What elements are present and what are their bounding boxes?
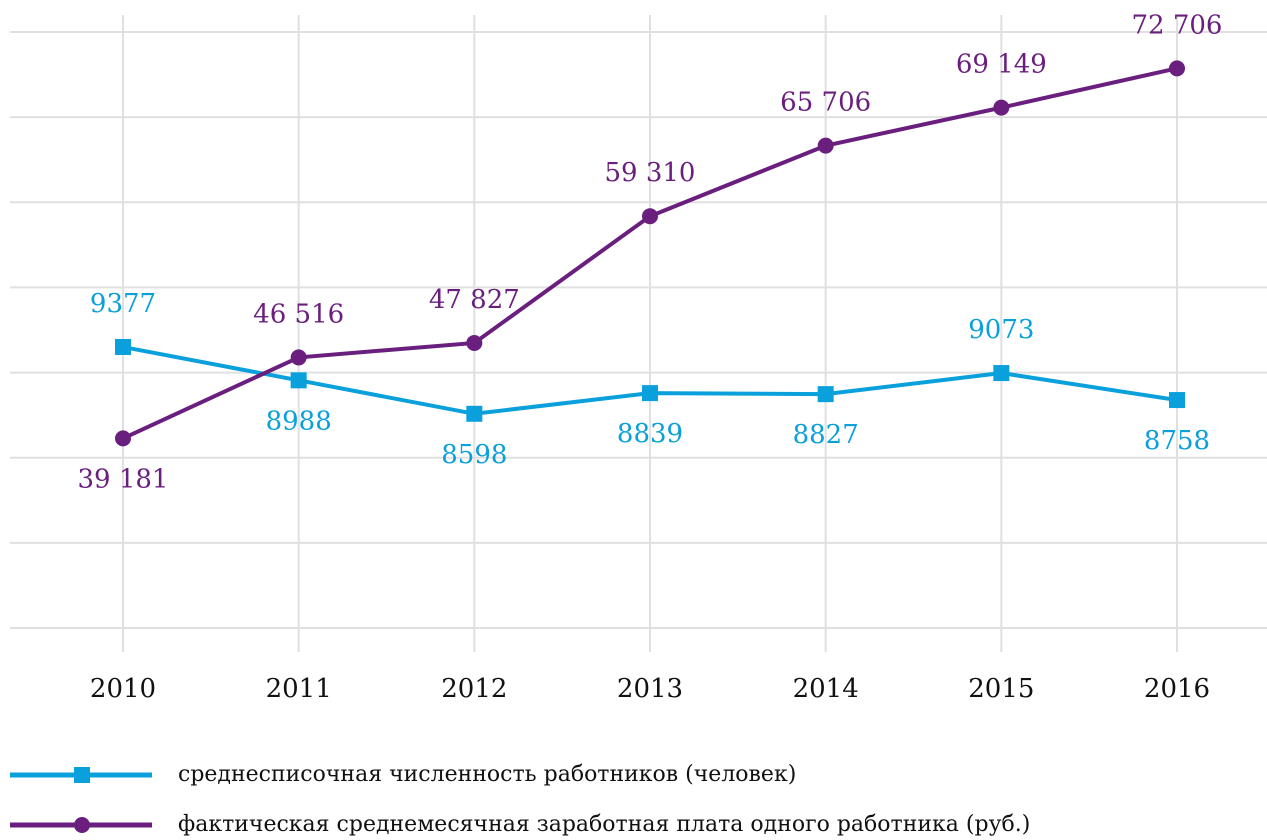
data-label: 8758 — [1144, 426, 1210, 456]
data-label: 8839 — [617, 419, 683, 449]
x-tick-label: 2014 — [793, 674, 859, 704]
legend-label: фактическая среднемесячная заработная пл… — [178, 812, 1030, 837]
data-point — [993, 365, 1010, 382]
data-label: 8598 — [441, 440, 507, 470]
data-point — [466, 334, 483, 351]
data-point — [1169, 60, 1185, 77]
data-label: 8827 — [793, 420, 859, 450]
x-tick-label: 2010 — [90, 674, 156, 704]
x-tick-label: 2016 — [1144, 674, 1210, 704]
x-tick-label: 2013 — [617, 674, 683, 704]
data-point — [817, 386, 834, 403]
data-label: 72 706 — [1132, 10, 1223, 40]
data-label: 9377 — [90, 289, 156, 319]
data-label: 47 827 — [429, 285, 520, 315]
x-tick-label: 2015 — [968, 674, 1034, 704]
data-point — [993, 99, 1010, 116]
x-tick-label: 2011 — [266, 674, 332, 704]
data-point — [290, 349, 307, 366]
data-label: 65 706 — [780, 88, 871, 118]
legend-marker — [74, 817, 90, 833]
x-tick-label: 2012 — [441, 674, 507, 704]
data-point — [115, 338, 131, 355]
data-label: 39 181 — [78, 464, 169, 494]
data-point — [642, 208, 658, 225]
legend-label: среднесписочная численность работников (… — [178, 762, 796, 787]
data-label: 8988 — [266, 406, 332, 436]
data-point — [115, 430, 131, 447]
data-label: 69 149 — [956, 50, 1047, 80]
data-label: 9073 — [968, 315, 1034, 345]
data-label: 46 516 — [253, 299, 344, 329]
legend-marker — [74, 767, 90, 783]
data-point — [290, 372, 307, 389]
data-point — [642, 385, 658, 402]
data-label: 59 310 — [605, 158, 696, 188]
data-point — [466, 405, 483, 422]
data-point — [1169, 392, 1185, 409]
data-point — [817, 137, 834, 154]
